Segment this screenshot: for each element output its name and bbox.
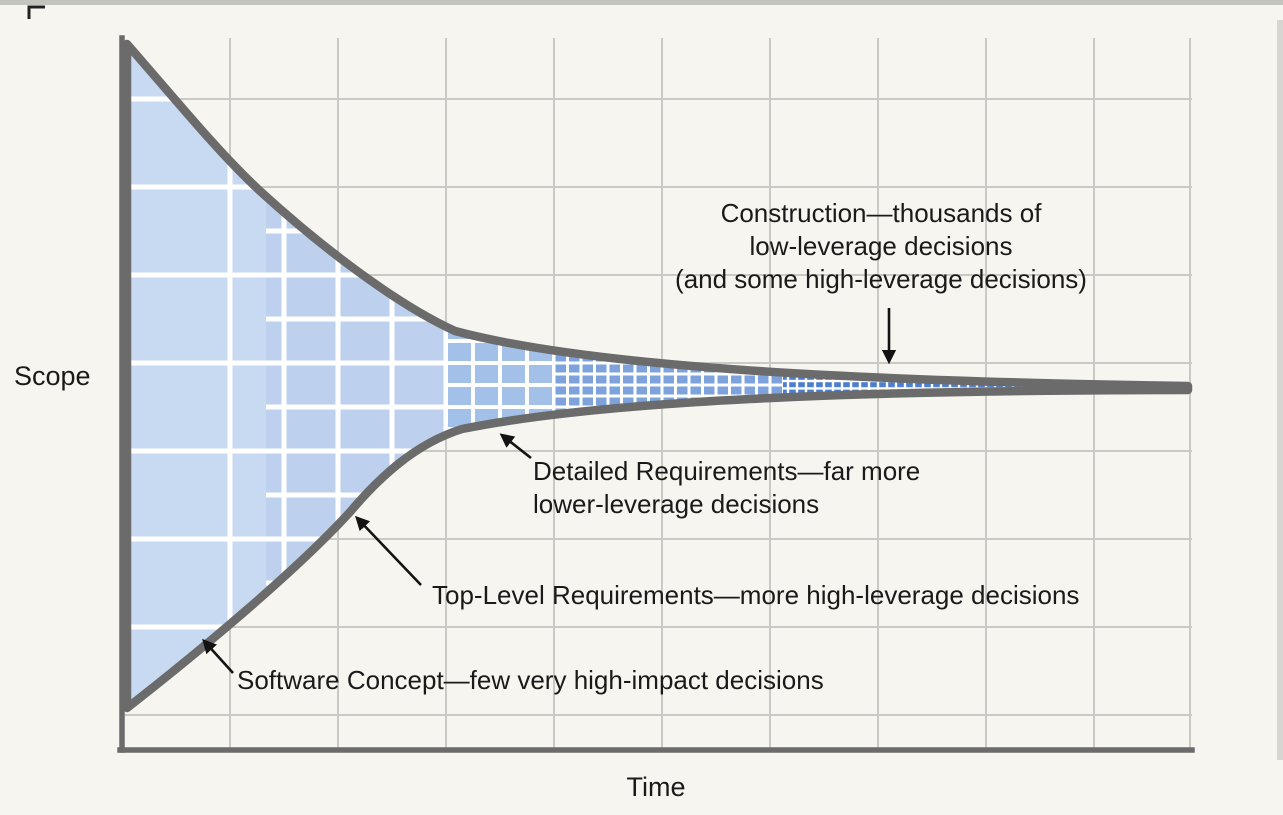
diagram-labels: Scope Time Construction—thousands of low… xyxy=(14,198,1087,802)
construction-annotation-line-3: (and some high-leverage decisions) xyxy=(675,264,1087,294)
top-level-requirements-arrow xyxy=(355,515,422,586)
software-concept-annotation: Software Concept—few very high-impact de… xyxy=(237,665,824,695)
scan-artifacts xyxy=(0,0,1283,760)
detailed-requirements-annotation-line-2: lower-leverage decisions xyxy=(533,489,819,519)
axes xyxy=(117,35,1195,753)
top-level-requirements-annotation: Top-Level Requirements—more high-leverag… xyxy=(432,580,1079,610)
scan-edge-top xyxy=(0,0,1283,5)
construction-annotation-line-1: Construction—thousands of xyxy=(721,198,1043,228)
scan-edge-right xyxy=(1277,20,1283,760)
detailed-requirements-annotation-line-1: Detailed Requirements—far more xyxy=(533,456,920,486)
x-axis-label: Time xyxy=(627,772,686,802)
detailed-requirements-arrow xyxy=(499,433,532,460)
y-axis-label: Scope xyxy=(14,361,91,391)
annotation-arrows xyxy=(202,308,897,674)
construction-annotation-line-2: low-leverage decisions xyxy=(749,231,1012,261)
funnel-outline xyxy=(122,39,1193,713)
scan-corner-mark xyxy=(27,5,45,19)
software-concept-arrow xyxy=(202,638,234,674)
